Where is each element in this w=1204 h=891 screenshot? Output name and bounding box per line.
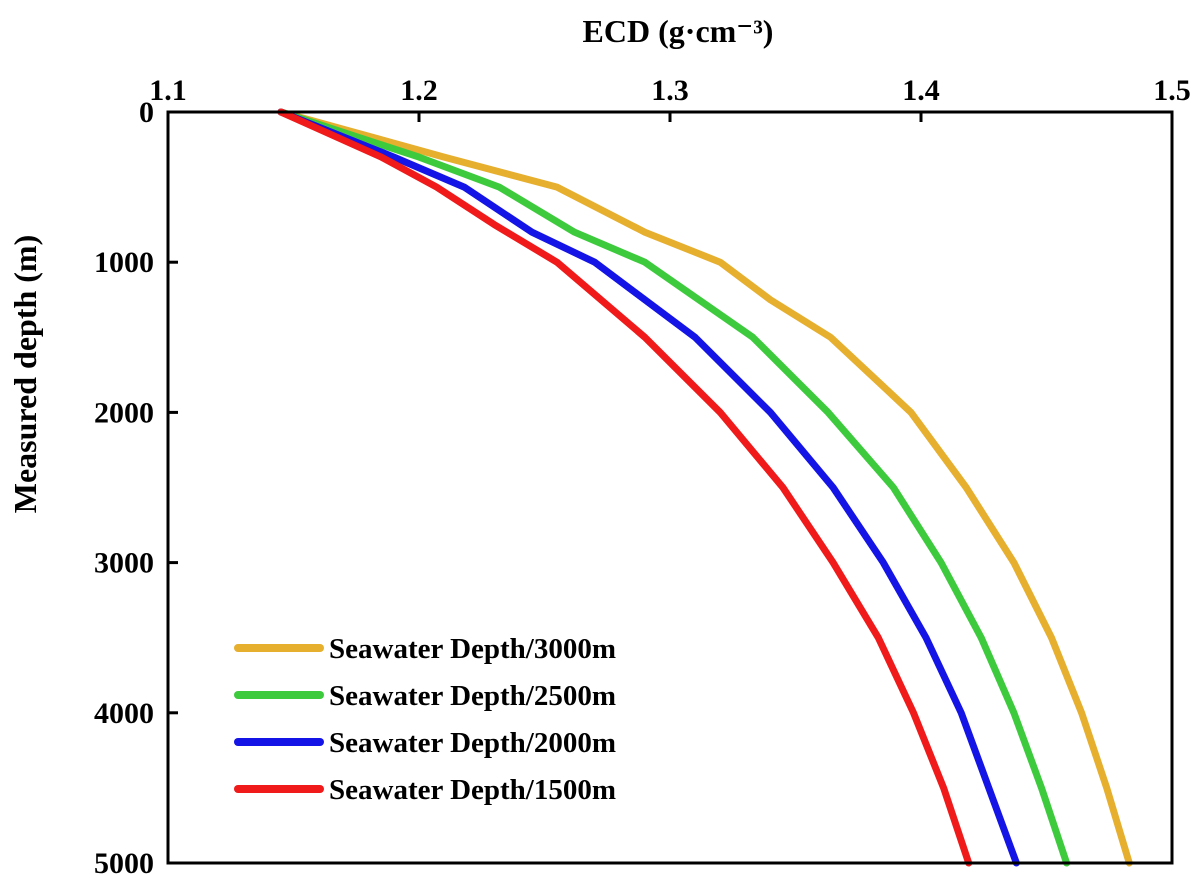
y-tick-label-5: 5000 xyxy=(94,847,154,880)
plot-area xyxy=(277,108,1133,867)
x-tick-label-3: 1.4 xyxy=(902,74,940,107)
series-line-1 xyxy=(277,108,1071,867)
x-tick-label-1: 1.2 xyxy=(400,74,438,107)
legend-label-0: Seawater Depth/3000m xyxy=(329,633,616,665)
legend-label-1: Seawater Depth/2500m xyxy=(329,680,616,712)
legend-label-3: Seawater Depth/1500m xyxy=(329,774,616,806)
x-axis-title: ECD (g·cm⁻³) xyxy=(583,13,774,49)
plot-frame xyxy=(166,110,1174,865)
y-tick-label-2: 2000 xyxy=(94,396,154,429)
x-tick-label-4: 1.5 xyxy=(1153,74,1191,107)
axis-ticks xyxy=(166,110,1174,865)
tick-labels: 1.1 1.2 1.3 1.4 1.5 0 1000 2000 3000 4000 5000 xyxy=(94,74,1191,880)
y-tick-label-3: 3000 xyxy=(94,547,154,580)
x-tick-label-0: 1.1 xyxy=(149,74,187,107)
y-tick-label-0: 0 xyxy=(139,96,154,129)
series-line-0 xyxy=(277,108,1133,867)
y-axis-title: Measured depth (m) xyxy=(7,235,43,514)
legend: Seawater Depth/3000m Seawater Depth/2500m… xyxy=(234,633,616,806)
y-tick-label-1: 1000 xyxy=(94,246,154,279)
series-line-2 xyxy=(277,108,1020,867)
series-line-3 xyxy=(277,108,973,867)
legend-label-2: Seawater Depth/2000m xyxy=(329,727,616,759)
x-tick-label-2: 1.3 xyxy=(651,74,689,107)
y-tick-label-4: 4000 xyxy=(94,697,154,730)
